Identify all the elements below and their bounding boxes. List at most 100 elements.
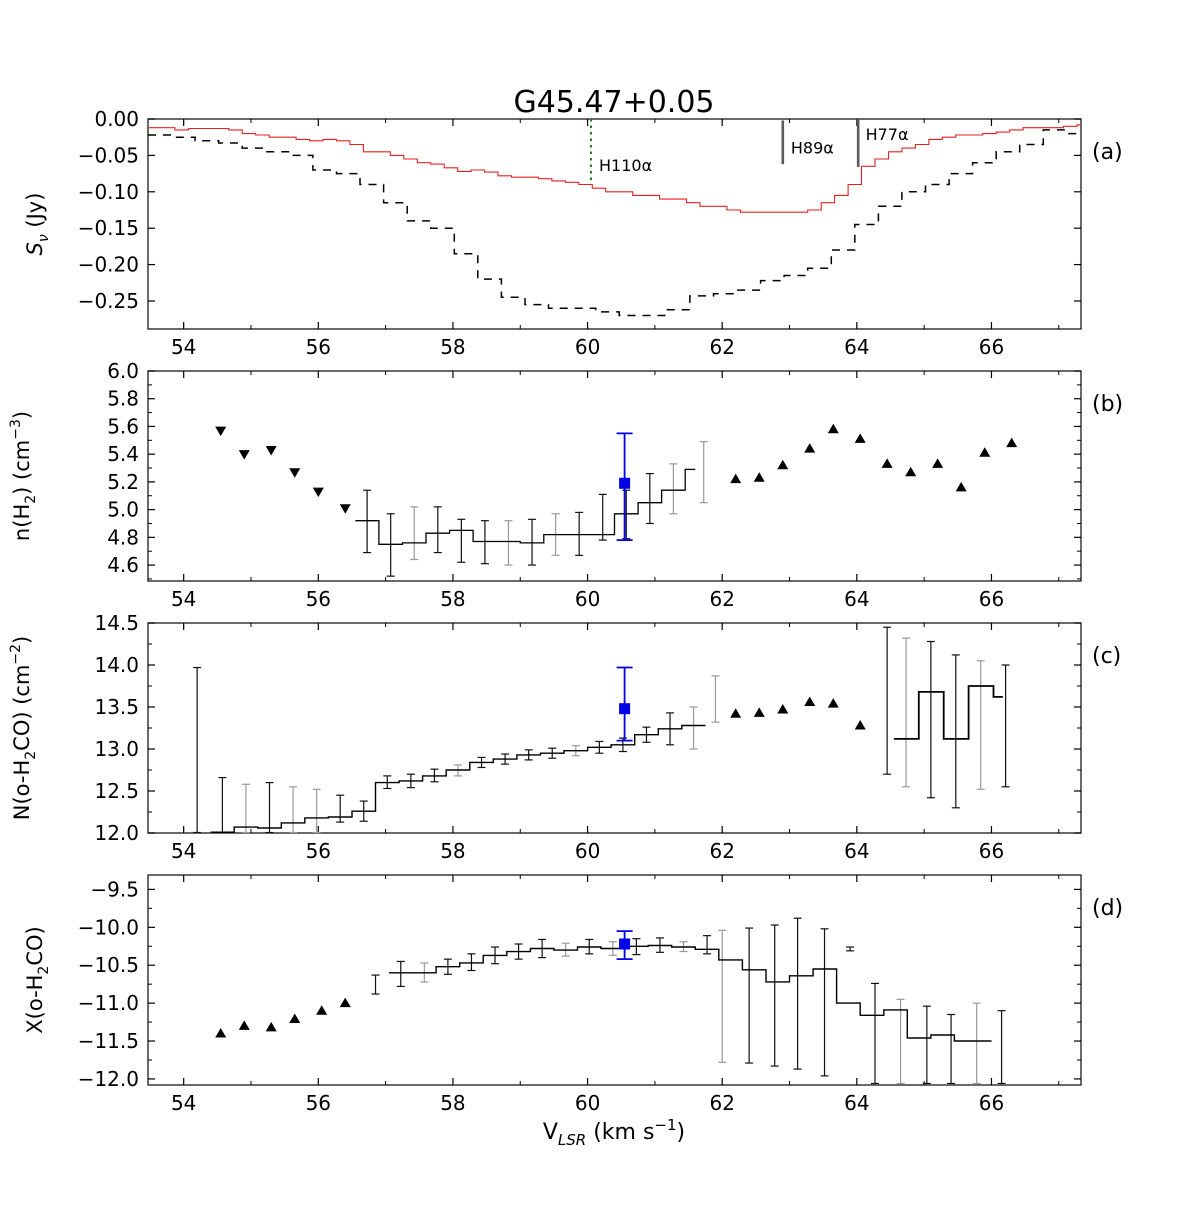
series-NH2CO-step: [210, 724, 706, 833]
upper-limit-marker: [289, 1013, 301, 1024]
panel-tag-c: (c): [1092, 644, 1121, 669]
y-axis-label-b: n(H2) (cm−3): [8, 411, 39, 541]
y-tick-label: 5.0: [107, 498, 139, 522]
highlighted-point: [616, 666, 633, 742]
y-tick-label: 5.4: [107, 442, 139, 466]
upper-limit-marker: [854, 433, 866, 443]
y-tick-label: 4.6: [107, 553, 139, 577]
error-bar: [528, 518, 537, 566]
error-bar: [926, 640, 935, 799]
error-bar: [770, 924, 779, 1067]
y-tick-label: −11.5: [78, 1029, 139, 1053]
x-tick-label: 54: [171, 587, 196, 611]
error-bar: [976, 660, 985, 790]
panel-a-frame: [147, 118, 1082, 330]
y-tick-label: −0.25: [78, 289, 139, 313]
y-tick-label: −10.5: [78, 953, 139, 977]
panel-c: 54 56 58 60 62 64 66 14.5 14.0 13.5 13.0 12.5 12.0 N(…: [8, 611, 1121, 863]
error-bar: [410, 506, 419, 561]
y-tick-label: −11.0: [78, 991, 139, 1015]
x-tick-label: 66: [979, 587, 1004, 611]
upper-limit-marker: [316, 1005, 328, 1015]
error-bar: [193, 666, 202, 834]
series-h2co-absorption-red: [148, 124, 1081, 213]
line-marker-label: H89α: [791, 139, 834, 158]
x-tick-label: 66: [979, 1091, 1004, 1115]
upper-limit-marker: [854, 719, 866, 730]
upper-limit-marker: [955, 481, 967, 492]
y-tick-label: 14.5: [94, 611, 139, 635]
error-bar: [622, 489, 631, 540]
lower-limit-marker: [312, 487, 324, 498]
x-tick-label: 58: [440, 335, 465, 359]
error-bar: [312, 788, 321, 834]
line-marker-label: H110α: [599, 156, 652, 175]
x-tick-label: 62: [709, 587, 734, 611]
series-XH2CO-step: [389, 944, 992, 1042]
x-tick-label: 54: [171, 1091, 196, 1115]
y-tick-label: −12.0: [78, 1067, 139, 1091]
error-bar: [396, 960, 405, 988]
y-axis-label-a: Sν (Jy): [23, 193, 52, 256]
x-axis-label: VLSR (km s−1): [543, 1116, 685, 1149]
x-tick-label: 56: [306, 335, 331, 359]
panel-d: 54 56 58 60 62 64 66 −9.5 −10.0 −10.5 −11.0 −11.5 −1…: [23, 874, 1123, 1115]
error-bar: [699, 441, 708, 504]
y-tick-label: 14.0: [94, 653, 139, 677]
panel-a: 54 56 58 60 62 64 66 0.00 −0.05 −0.10 −0.15 −0.20 −0…: [23, 107, 1123, 359]
error-bar: [703, 935, 712, 955]
y-tick-label: 6.0: [107, 359, 139, 383]
x-tick-label: 64: [844, 335, 869, 359]
series-NH2CO-step-right: [893, 685, 1003, 740]
y-tick-label: −9.5: [90, 877, 139, 901]
error-bar: [433, 506, 442, 554]
lower-limit-marker: [215, 426, 227, 437]
y-tick-label: −0.10: [78, 180, 139, 204]
upper-limit-marker: [753, 707, 765, 717]
error-bar: [645, 472, 654, 525]
x-tick-label: 64: [844, 839, 869, 863]
x-tick-label: 66: [979, 839, 1004, 863]
error-bar: [711, 675, 720, 723]
error-bar: [951, 654, 960, 809]
y-tick-label: −0.05: [78, 143, 139, 167]
x-tick-label: 58: [440, 1091, 465, 1115]
y-tick-label: 5.8: [107, 387, 139, 411]
error-bar: [265, 781, 274, 834]
panel-tag-b: (b): [1092, 392, 1123, 417]
x-tick-label: 60: [575, 335, 600, 359]
highlighted-point: [616, 432, 633, 542]
error-bar: [241, 783, 250, 834]
error-bar: [504, 520, 513, 566]
error-bar: [598, 493, 607, 541]
y-tick-label: 12.5: [94, 779, 139, 803]
y-tick-label: −10.0: [78, 915, 139, 939]
x-tick-label: 56: [306, 1091, 331, 1115]
series-h2co-absorption-black-dashed: [148, 129, 1081, 317]
lower-limit-marker: [238, 450, 250, 460]
error-bar: [689, 706, 698, 750]
panel-tag-a: (a): [1092, 140, 1123, 165]
x-tick-label: 54: [171, 839, 196, 863]
upper-limit-marker: [777, 704, 789, 714]
y-tick-label: 13.0: [94, 737, 139, 761]
error-bar: [575, 511, 584, 556]
x-tick-label: 60: [575, 587, 600, 611]
highlighted-point: [616, 930, 633, 961]
error-bar: [363, 489, 372, 554]
error-bar: [480, 520, 489, 565]
upper-limit-marker: [979, 447, 991, 457]
error-bar: [669, 463, 678, 515]
x-tick-label: 56: [306, 587, 331, 611]
y-axis-label-c: N(o-H2CO) (cm−2): [8, 636, 39, 821]
x-tick-label: 58: [440, 839, 465, 863]
error-bar: [871, 982, 880, 1085]
upper-limit-marker: [238, 1020, 250, 1030]
error-bar: [386, 513, 395, 577]
highlighted-square: [619, 477, 631, 489]
error-bar: [947, 1013, 956, 1085]
upper-limit-marker: [777, 459, 789, 470]
error-bar: [745, 927, 754, 1064]
x-tick-label: 62: [709, 1091, 734, 1115]
